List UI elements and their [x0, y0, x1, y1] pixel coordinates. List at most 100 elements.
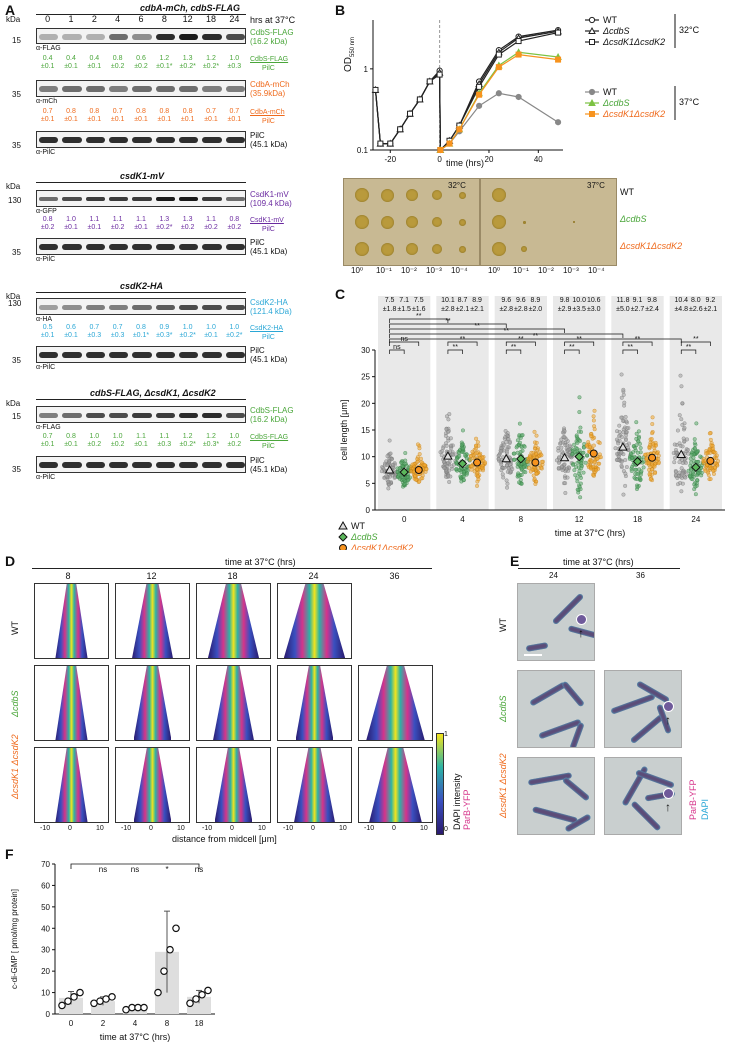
band	[202, 462, 222, 468]
cell-point	[526, 465, 531, 470]
demograph-x-tick: 0	[230, 825, 234, 832]
demograph-shape	[369, 748, 422, 822]
ratio-value: 0.8 ±0.1	[83, 108, 106, 124]
ratio-sd: ±0.1	[87, 224, 102, 231]
ratio-mean: 0.6	[66, 324, 76, 331]
colorbar-bottom: 0	[444, 826, 448, 833]
plate-temp-32: 32°C	[448, 181, 466, 190]
blot4-pilc-label: PilC	[250, 456, 265, 465]
cell-point	[680, 457, 685, 462]
cell-point	[512, 451, 517, 456]
cell-point	[480, 465, 485, 470]
data-point	[555, 29, 562, 36]
cell-point	[681, 436, 686, 441]
mean-marker	[501, 453, 512, 463]
mean-marker	[632, 456, 643, 467]
cell-point	[476, 477, 481, 482]
marker-130a: 130	[8, 196, 22, 205]
cell-point	[711, 471, 716, 476]
ratio-sd: ±0.1	[180, 116, 195, 123]
band	[85, 34, 105, 40]
cell-point	[506, 437, 511, 442]
cell-point	[585, 453, 590, 458]
cell-point	[621, 418, 625, 423]
data-point	[377, 140, 384, 147]
stat-mean: 9.1	[633, 297, 643, 304]
cell-point	[503, 429, 508, 433]
band	[225, 34, 245, 40]
demograph-shape	[55, 584, 88, 658]
blot3-ha-strip	[36, 298, 246, 315]
cell-point	[629, 456, 634, 461]
cell-point	[563, 491, 568, 495]
cell-point	[689, 452, 694, 457]
band	[39, 137, 59, 143]
cell-point	[419, 460, 424, 465]
cell-point	[591, 472, 595, 477]
cell-point	[446, 430, 450, 435]
x-axis-label: time at 37°C (hrs)	[555, 528, 626, 538]
ratio-value: 0.6 ±0.2	[129, 55, 152, 71]
sig-label: **	[569, 344, 575, 351]
demograph-panel	[277, 583, 352, 659]
blot1-cdbs-size: (16.2 kDa)	[250, 37, 288, 46]
ratio-sd: ±0.2	[204, 224, 218, 231]
series-line	[374, 32, 559, 152]
demograph-panel	[196, 665, 271, 741]
cell-point	[673, 473, 678, 478]
band	[109, 304, 129, 310]
cell-point	[646, 461, 651, 466]
data-point	[515, 93, 522, 101]
sig-label: **	[416, 313, 422, 320]
arrow-up-icon: ↑	[665, 800, 671, 814]
ratio-sd: ±0.1	[64, 441, 78, 448]
band	[132, 34, 152, 40]
cell-point	[505, 481, 510, 486]
ratio-sd: ±0.1	[204, 332, 218, 339]
cell-point	[460, 446, 465, 450]
micrograph-time-24: 24	[549, 571, 558, 580]
timepoint-label: 0	[45, 14, 51, 24]
y-tick-label: 0.1	[357, 146, 369, 155]
x-tick-label: -20	[384, 155, 396, 164]
cell-point	[539, 459, 544, 464]
demograph-x-tick: 10	[339, 825, 347, 832]
stat-sd: ±2.7	[631, 306, 645, 313]
legend-entry: WT	[603, 15, 617, 25]
demograph-panel	[115, 665, 190, 741]
cell-point	[644, 456, 649, 461]
cell-point	[617, 438, 622, 443]
panel-label-d: D	[5, 553, 16, 569]
sig-label: **	[635, 336, 641, 343]
cell-point	[650, 415, 655, 420]
blot4-ratio-num: CdbS-FLAG	[250, 434, 289, 441]
cell-point	[447, 480, 452, 484]
cell-point	[650, 422, 655, 426]
cell-point	[643, 452, 648, 457]
y-tick-label: 10	[361, 453, 370, 462]
cell-point	[695, 478, 700, 483]
x-tick-label: 12	[575, 515, 584, 524]
ratio-mean: 1.0	[229, 55, 240, 62]
stat-sd: ±2.8	[514, 306, 528, 313]
x-tick-label: 2	[101, 1019, 106, 1028]
band	[225, 352, 245, 358]
cell-point	[402, 461, 407, 466]
ratio-sd: ±0.2*	[156, 224, 173, 231]
blot3-csdk2-size: (121.4 kDa)	[250, 307, 292, 316]
cell-point	[711, 446, 716, 451]
band	[202, 352, 222, 358]
blot3-pilc-size: (45.1 kDa)	[250, 355, 288, 364]
cell-point	[379, 469, 384, 474]
cell-point	[417, 452, 422, 457]
band	[85, 137, 105, 143]
stat-sd: ±2.1	[704, 306, 718, 313]
band	[225, 412, 245, 418]
legend-marker	[589, 111, 595, 117]
cell-point	[634, 431, 639, 436]
cell-point	[575, 479, 580, 484]
micrograph-panel: ↑	[604, 670, 682, 748]
demograph-shape	[132, 584, 173, 658]
ratio-sd: ±0.1	[204, 116, 218, 123]
cell-point	[613, 446, 618, 451]
